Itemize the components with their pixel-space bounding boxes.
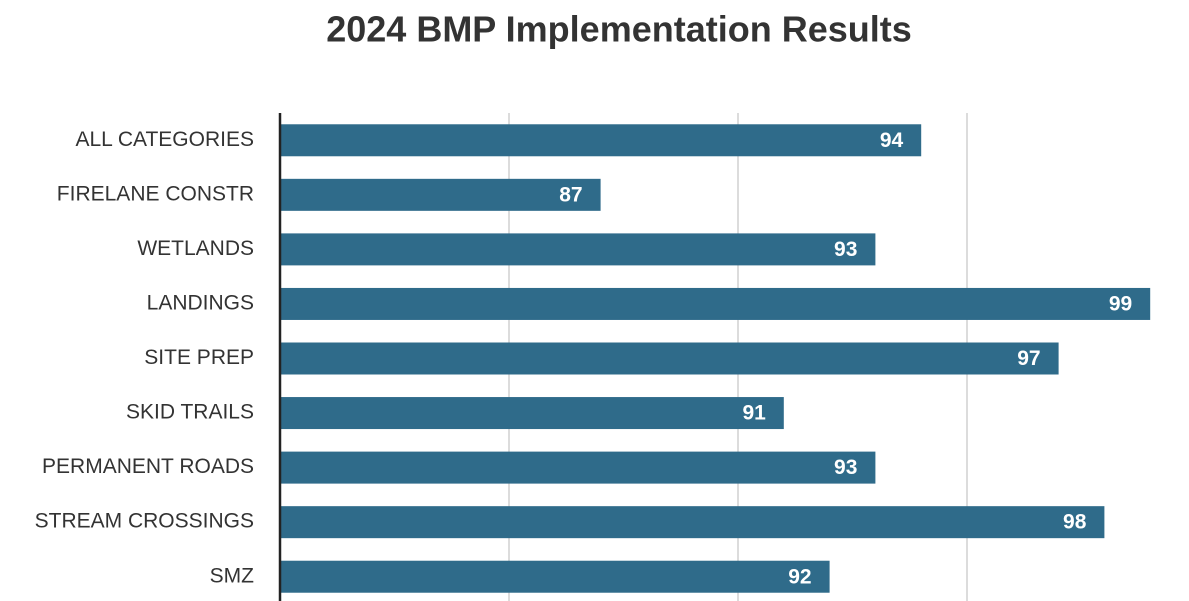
value-label: 97 — [1017, 347, 1040, 370]
y-tick-label: SKID TRAILS — [126, 401, 254, 424]
bar — [280, 397, 784, 430]
y-tick-label: FIRELANE CONSTR — [57, 182, 254, 205]
bar — [280, 287, 1151, 320]
bar — [280, 506, 1105, 539]
value-label: 99 — [1109, 292, 1132, 315]
bar — [280, 342, 1059, 375]
bar — [280, 560, 830, 593]
y-tick-label: LANDINGS — [147, 291, 254, 314]
y-tick-label: PERMANENT ROADS — [42, 455, 254, 478]
value-label: 87 — [559, 183, 582, 206]
y-tick-label: STREAM CROSSINGS — [35, 510, 254, 533]
y-tick-label: WETLANDS — [137, 237, 254, 260]
y-tick-label: SITE PREP — [144, 346, 254, 369]
value-label: 91 — [742, 402, 766, 425]
bar — [280, 178, 601, 211]
y-tick-label: ALL CATEGORIES — [75, 128, 254, 151]
value-label: 98 — [1063, 511, 1087, 534]
chart-title: 2024 BMP Implementation Results — [326, 9, 912, 50]
value-label: 94 — [880, 129, 904, 152]
bar — [280, 233, 876, 266]
bar — [280, 451, 876, 484]
y-tick-label: SMZ — [210, 564, 255, 587]
bar — [280, 124, 922, 157]
value-label: 92 — [788, 565, 811, 588]
value-label: 93 — [834, 456, 857, 479]
value-label: 93 — [834, 238, 857, 261]
